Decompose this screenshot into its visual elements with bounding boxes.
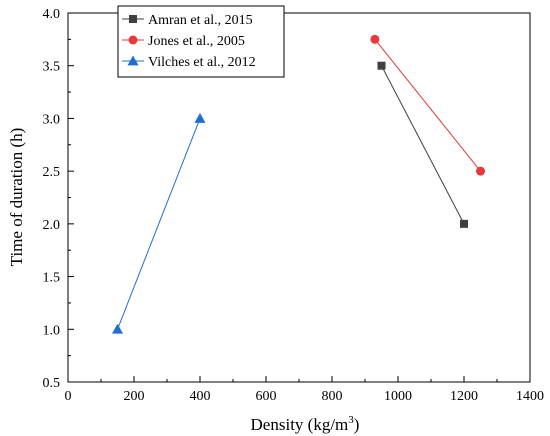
legend: Amran et al., 2015 Jones et al., 2005 Vilc…	[117, 5, 285, 78]
legend-marker	[129, 15, 137, 23]
x-tick-label: 800	[322, 389, 343, 404]
x-tick-label: 600	[256, 389, 277, 404]
x-tick-label: 1200	[450, 389, 478, 404]
x-axis-label-superscript: 3	[348, 414, 354, 426]
x-tick-label: 200	[124, 389, 145, 404]
series-layer	[112, 34, 485, 334]
x-tick-label: 0	[65, 389, 72, 404]
ticks	[67, 12, 531, 383]
x-tick-label: 400	[190, 389, 211, 404]
y-tick-label: 3.0	[43, 112, 61, 127]
series-circle	[370, 34, 485, 176]
data-point	[370, 34, 380, 44]
y-tick-label: 1.5	[43, 271, 61, 286]
x-axis-label: Density (kg/m3)	[251, 414, 360, 434]
x-axis-label-close: )	[354, 415, 360, 434]
series-line	[117, 118, 201, 330]
y-tick-label: 2.5	[43, 165, 61, 180]
data-point	[194, 112, 206, 123]
data-point	[476, 166, 485, 176]
legend-label: Jones et al., 2005	[148, 34, 245, 49]
y-tick-label: 3.5	[43, 60, 61, 75]
legend-marker	[127, 55, 139, 66]
y-tick-label: 4.0	[43, 7, 61, 22]
x-tick-label: 1000	[384, 389, 412, 404]
y-axis-label: Time of duration (h)	[7, 128, 26, 267]
series-line	[381, 65, 465, 225]
series-square	[377, 61, 468, 228]
legend-label: Amran et al., 2015	[148, 13, 253, 28]
series-line	[374, 39, 481, 172]
series-triangle	[112, 112, 206, 334]
legend-entry: Amran et al., 2015	[122, 13, 253, 28]
tick-labels: 0 200 400 600 800 1000 1200 1400 0.5 1.0 1.5 2.0 2.5…	[43, 7, 545, 404]
data-point	[460, 219, 468, 228]
legend-label: Vilches et al., 2012	[148, 55, 256, 70]
legend-box	[117, 5, 285, 78]
data-point	[112, 323, 123, 334]
data-point	[377, 61, 386, 70]
y-tick-label: 2.0	[43, 218, 61, 233]
legend-marker	[128, 35, 138, 45]
y-tick-label: 0.5	[43, 376, 61, 391]
legend-entry: Jones et al., 2005	[122, 34, 245, 49]
x-tick-label: 1400	[516, 389, 544, 404]
legend-entry: Vilches et al., 2012	[122, 55, 256, 70]
x-axis-label-main: Density (kg/m	[251, 415, 349, 434]
y-tick-label: 1.0	[43, 323, 61, 338]
